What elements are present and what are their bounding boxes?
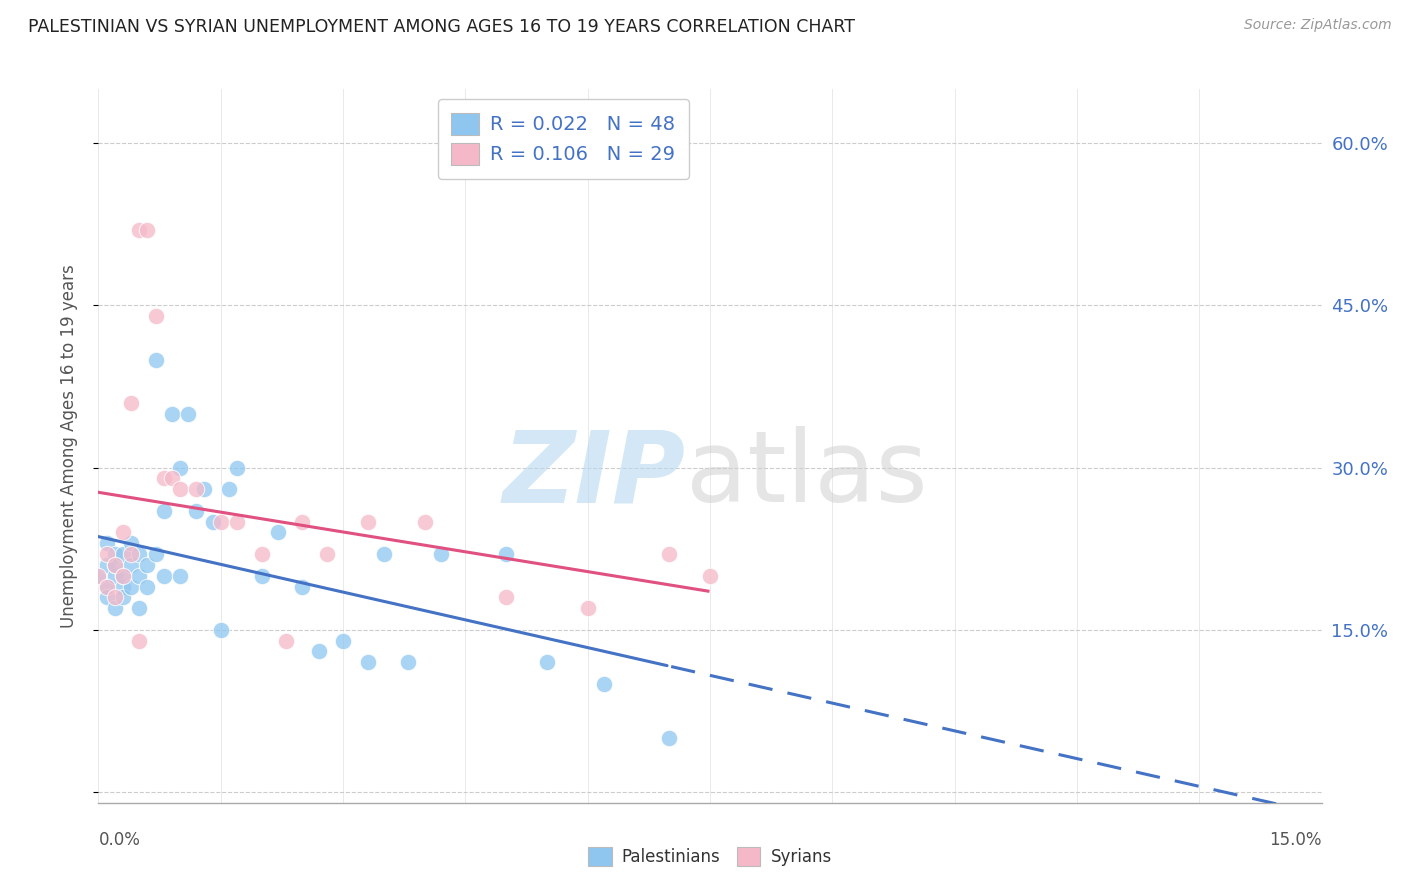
Text: 15.0%: 15.0% xyxy=(1270,831,1322,849)
Point xyxy=(186,482,208,496)
Point xyxy=(104,558,127,572)
Point xyxy=(120,536,142,550)
Point xyxy=(87,568,110,582)
Y-axis label: Unemployment Among Ages 16 to 19 years: Unemployment Among Ages 16 to 19 years xyxy=(59,264,77,628)
Point xyxy=(96,591,118,605)
Point xyxy=(226,515,249,529)
Point xyxy=(193,482,215,496)
Point xyxy=(373,547,395,561)
Point xyxy=(111,568,134,582)
Point xyxy=(169,460,191,475)
Point xyxy=(152,471,174,485)
Point xyxy=(120,580,142,594)
Point xyxy=(120,396,142,410)
Point xyxy=(209,623,232,637)
Point xyxy=(218,482,240,496)
Point xyxy=(136,223,159,237)
Point xyxy=(593,677,616,691)
Point xyxy=(315,547,337,561)
Legend: Palestinians, Syrians: Palestinians, Syrians xyxy=(582,840,838,873)
Point xyxy=(111,547,134,561)
Point xyxy=(250,547,273,561)
Point xyxy=(120,558,142,572)
Point xyxy=(495,591,517,605)
Point xyxy=(396,655,419,669)
Point xyxy=(152,568,174,582)
Point xyxy=(576,601,599,615)
Point xyxy=(226,460,249,475)
Point xyxy=(356,655,378,669)
Point xyxy=(120,547,142,561)
Point xyxy=(96,580,118,594)
Point xyxy=(291,580,314,594)
Point xyxy=(536,655,558,669)
Point xyxy=(104,591,127,605)
Point xyxy=(201,515,224,529)
Point xyxy=(128,633,150,648)
Point xyxy=(495,547,517,561)
Point xyxy=(104,547,127,561)
Text: atlas: atlas xyxy=(686,426,927,523)
Point xyxy=(160,471,183,485)
Point xyxy=(96,558,118,572)
Point xyxy=(169,482,191,496)
Point xyxy=(332,633,354,648)
Point xyxy=(145,310,167,324)
Point xyxy=(430,547,453,561)
Text: 0.0%: 0.0% xyxy=(98,831,141,849)
Point xyxy=(250,568,273,582)
Point xyxy=(128,547,150,561)
Text: PALESTINIAN VS SYRIAN UNEMPLOYMENT AMONG AGES 16 TO 19 YEARS CORRELATION CHART: PALESTINIAN VS SYRIAN UNEMPLOYMENT AMONG… xyxy=(28,18,855,36)
Point xyxy=(658,731,681,745)
Point xyxy=(128,568,150,582)
Point xyxy=(111,591,134,605)
Text: ZIP: ZIP xyxy=(502,426,686,523)
Point xyxy=(308,644,330,658)
Point xyxy=(87,568,110,582)
Point xyxy=(111,525,134,540)
Point xyxy=(104,568,127,582)
Point xyxy=(145,547,167,561)
Point xyxy=(274,633,297,648)
Point xyxy=(267,525,290,540)
Point xyxy=(291,515,314,529)
Point xyxy=(104,558,127,572)
Point xyxy=(699,568,721,582)
Point xyxy=(177,407,200,421)
Point xyxy=(128,601,150,615)
Point xyxy=(96,547,118,561)
Point xyxy=(104,601,127,615)
Point xyxy=(356,515,378,529)
Point xyxy=(160,407,183,421)
Point xyxy=(145,352,167,367)
Point xyxy=(413,515,436,529)
Point xyxy=(96,536,118,550)
Point xyxy=(111,568,134,582)
Point xyxy=(136,580,159,594)
Point xyxy=(186,504,208,518)
Text: Source: ZipAtlas.com: Source: ZipAtlas.com xyxy=(1244,18,1392,32)
Point xyxy=(152,504,174,518)
Point xyxy=(136,558,159,572)
Point xyxy=(111,580,134,594)
Point xyxy=(96,580,118,594)
Point xyxy=(169,568,191,582)
Point xyxy=(658,547,681,561)
Point xyxy=(209,515,232,529)
Point xyxy=(128,223,150,237)
